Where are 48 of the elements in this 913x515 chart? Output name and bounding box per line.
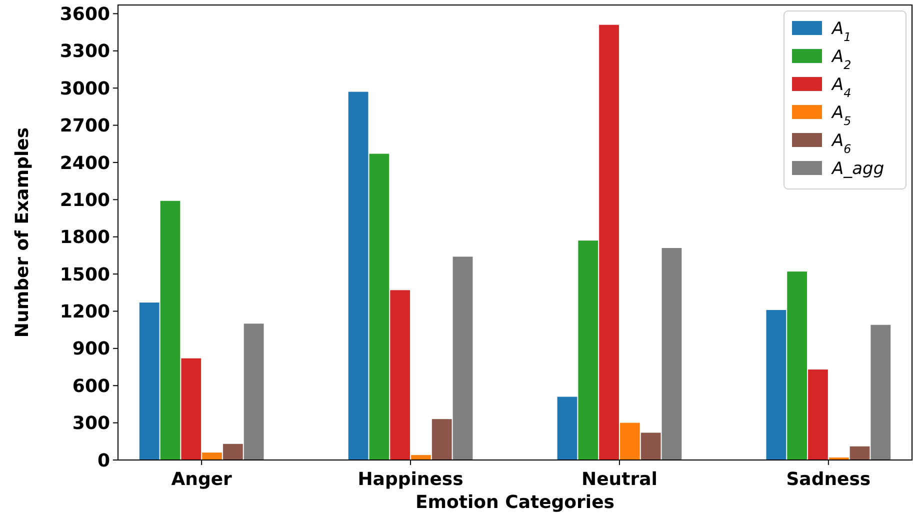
bar xyxy=(432,419,452,460)
bar xyxy=(557,396,578,460)
y-tick-label: 0 xyxy=(97,450,110,472)
bar xyxy=(139,302,160,460)
bar xyxy=(578,240,598,460)
x-tick-label: Happiness xyxy=(358,469,464,490)
legend-label: A$_{5}$ xyxy=(831,103,852,128)
y-tick-label: 1500 xyxy=(60,264,110,286)
legend-label: A$_{6}$ xyxy=(831,131,852,156)
legend-label: A$_{4}$ xyxy=(831,75,852,100)
y-tick-label: 3300 xyxy=(60,41,110,62)
bar xyxy=(808,369,828,460)
y-tick-label: 900 xyxy=(72,338,110,360)
bar xyxy=(640,432,661,460)
bar xyxy=(870,324,891,460)
bar xyxy=(181,358,202,460)
legend-label: A_agg xyxy=(831,159,884,179)
bar xyxy=(160,200,180,460)
y-tick-label: 1200 xyxy=(60,302,110,323)
x-tick-label: Anger xyxy=(171,469,232,490)
bar xyxy=(411,455,431,460)
y-tick-label: 2700 xyxy=(60,116,110,137)
bar xyxy=(244,324,264,460)
bar xyxy=(850,446,870,460)
bar xyxy=(348,92,368,460)
bar xyxy=(599,24,619,460)
bar xyxy=(369,154,390,460)
legend-label: A$_{1}$ xyxy=(831,19,852,44)
y-tick-label: 1800 xyxy=(60,227,110,248)
bar xyxy=(390,290,410,460)
legend-label: A$_{2}$ xyxy=(831,47,852,72)
bar xyxy=(662,248,682,460)
y-tick-label: 2400 xyxy=(60,152,110,174)
y-tick-label: 2100 xyxy=(60,190,110,211)
bar xyxy=(222,444,243,460)
bar xyxy=(787,272,808,460)
y-tick-label: 300 xyxy=(72,413,110,434)
x-tick-label: Neutral xyxy=(582,469,658,490)
bar xyxy=(620,422,640,460)
bar xyxy=(452,256,473,460)
x-tick-label: Sadness xyxy=(786,469,871,490)
y-tick-label: 3600 xyxy=(60,4,110,25)
bar xyxy=(202,452,222,460)
y-tick-label: 600 xyxy=(72,376,110,397)
y-axis-title: Number of Examples xyxy=(12,127,33,338)
x-axis-title: Emotion Categories xyxy=(415,492,615,513)
y-tick-label: 3000 xyxy=(60,78,110,100)
bar xyxy=(766,310,786,460)
